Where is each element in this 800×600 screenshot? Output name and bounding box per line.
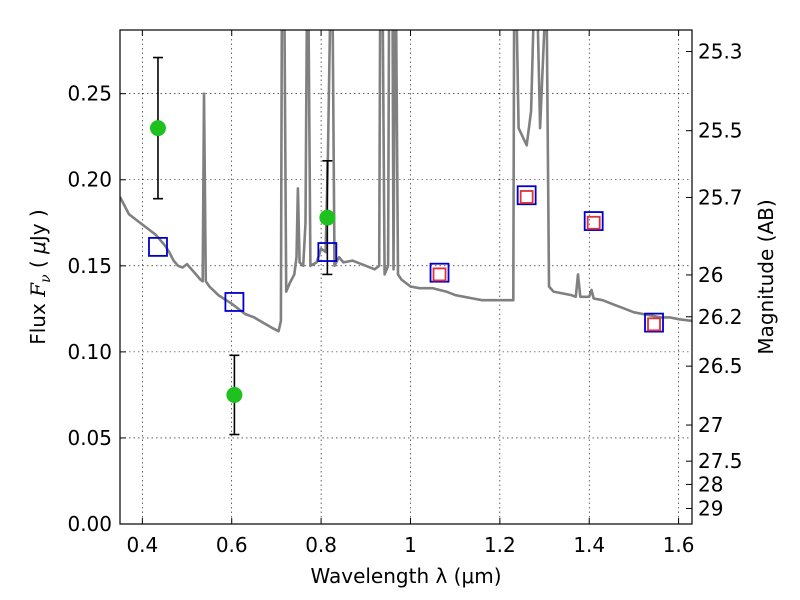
model-flux-square <box>516 185 537 206</box>
model-flux-square <box>224 292 245 312</box>
x-tick-label: 1.2 <box>484 533 516 557</box>
model-flux-square-red <box>519 190 534 204</box>
y-tick-label: 0.10 <box>67 340 112 364</box>
plot-frame <box>119 29 693 525</box>
x-tick-label: 1.6 <box>663 533 695 557</box>
right-tick-label: 26.5 <box>698 354 743 378</box>
right-tick-label: 27.5 <box>698 449 743 473</box>
y-tick-label: 0.00 <box>67 512 112 536</box>
model-flux-square <box>317 242 338 262</box>
x-tick-label: 0.8 <box>305 533 337 557</box>
model-flux-square <box>148 236 168 257</box>
x-axis-title: Wavelength λ (μm) <box>310 564 501 588</box>
right-tick-label: 27 <box>698 413 723 437</box>
model-flux-square-red <box>586 215 601 230</box>
right-tick-label: 26 <box>698 263 723 287</box>
observed-point <box>149 120 166 137</box>
observed-point <box>319 209 336 226</box>
right-tick-label: 25.5 <box>698 119 743 143</box>
y-tick-label: 0.20 <box>67 168 112 192</box>
model-flux-square-red <box>647 317 661 332</box>
sed-model-line <box>120 30 692 333</box>
axis-ticks: 0.4 0.6 0.8 1 1.2 1.4 1.6 0.00 0.05 0.10 0.15 0.20 0… <box>67 30 743 557</box>
right-axis-title: Magnitude (AB) <box>754 199 778 354</box>
x-tick-label: 0.6 <box>216 533 248 557</box>
x-tick-label: 1.4 <box>573 533 605 557</box>
right-tick-label: 25.7 <box>698 185 743 209</box>
right-tick-label: 29 <box>698 497 723 521</box>
y-tick-label: 0.05 <box>67 426 112 450</box>
model-flux-square-red <box>432 267 447 282</box>
model-flux-square <box>429 262 450 283</box>
observed-point <box>226 386 243 403</box>
y-tick-label: 0.15 <box>67 254 112 278</box>
right-tick-label: 26.2 <box>698 305 743 329</box>
plot-area <box>120 30 692 436</box>
x-tick-label: 0.4 <box>126 533 158 557</box>
right-tick-label: 25.3 <box>698 40 743 64</box>
y-tick-label: 0.25 <box>67 82 112 106</box>
model-flux-square <box>644 312 664 333</box>
model-flux-square <box>583 211 604 231</box>
right-tick-label: 28 <box>698 472 723 496</box>
y-axis-title: Flux Fν ( μJy ) <box>26 209 54 345</box>
x-tick-label: 1 <box>404 533 417 557</box>
